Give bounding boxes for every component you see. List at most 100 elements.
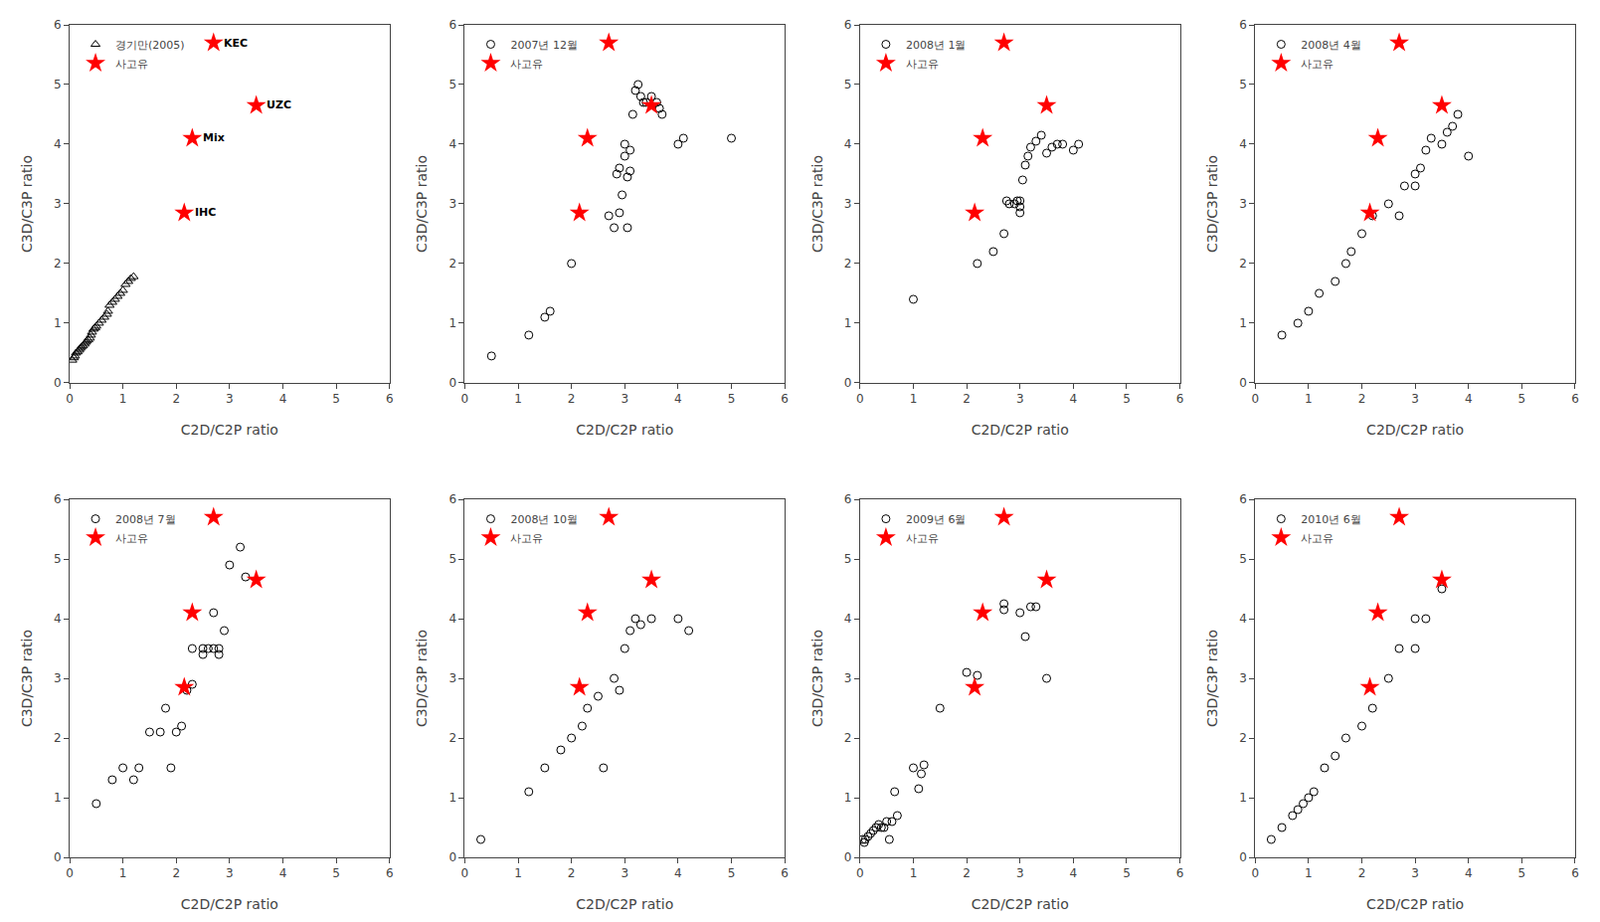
svg-text:C3D/C3P ratio: C3D/C3P ratio: [413, 155, 430, 253]
svg-text:1: 1: [909, 391, 918, 406]
svg-text:4: 4: [844, 137, 853, 152]
svg-text:사고유: 사고유: [115, 57, 149, 71]
svg-text:0: 0: [856, 391, 865, 406]
svg-text:1: 1: [1239, 316, 1247, 331]
svg-text:3: 3: [1016, 866, 1025, 881]
svg-text:0: 0: [448, 850, 457, 865]
svg-text:IHC: IHC: [194, 205, 216, 219]
svg-text:5: 5: [448, 77, 457, 92]
svg-text:C2D/C2P ratio: C2D/C2P ratio: [180, 421, 279, 438]
svg-text:5: 5: [53, 551, 62, 566]
svg-text:사고유: 사고유: [1300, 57, 1334, 71]
svg-text:6: 6: [844, 492, 853, 507]
svg-text:5: 5: [727, 866, 736, 881]
svg-text:5: 5: [332, 391, 341, 406]
svg-text:2008년 1월: 2008년 1월: [905, 38, 967, 52]
svg-text:경기만(2005): 경기만(2005): [115, 38, 185, 52]
svg-text:사고유: 사고유: [510, 57, 543, 71]
svg-text:1: 1: [844, 790, 853, 805]
svg-text:1: 1: [1239, 790, 1247, 805]
svg-text:2: 2: [1358, 866, 1367, 881]
svg-text:0: 0: [65, 866, 74, 881]
svg-text:2: 2: [53, 256, 62, 271]
svg-text:6: 6: [1239, 17, 1247, 32]
svg-text:6: 6: [448, 17, 457, 32]
svg-text:2008년 4월: 2008년 4월: [1300, 38, 1362, 52]
svg-text:KEC: KEC: [223, 36, 248, 50]
svg-text:6: 6: [1176, 866, 1185, 881]
svg-text:0: 0: [844, 850, 853, 865]
svg-text:2010년 6월: 2010년 6월: [1300, 513, 1362, 527]
svg-text:6: 6: [385, 866, 394, 881]
svg-text:6: 6: [1571, 391, 1580, 406]
svg-text:1: 1: [844, 316, 853, 331]
svg-text:4: 4: [674, 391, 683, 406]
svg-text:5: 5: [53, 77, 62, 92]
svg-text:4: 4: [53, 137, 62, 152]
svg-text:4: 4: [1239, 611, 1247, 626]
svg-text:1: 1: [53, 790, 62, 805]
svg-text:C2D/C2P ratio: C2D/C2P ratio: [575, 421, 674, 438]
svg-text:1: 1: [448, 316, 457, 331]
svg-text:2: 2: [448, 256, 457, 271]
svg-text:4: 4: [1239, 137, 1247, 152]
svg-text:4: 4: [1464, 866, 1473, 881]
svg-text:3: 3: [1411, 866, 1420, 881]
svg-text:C2D/C2P ratio: C2D/C2P ratio: [180, 895, 279, 912]
svg-text:5: 5: [1239, 551, 1247, 566]
svg-text:3: 3: [448, 196, 457, 211]
svg-text:1: 1: [1304, 866, 1313, 881]
svg-text:6: 6: [844, 17, 853, 32]
svg-text:사고유: 사고유: [115, 532, 149, 545]
svg-text:3: 3: [620, 866, 629, 881]
svg-text:C3D/C3P ratio: C3D/C3P ratio: [809, 155, 826, 253]
svg-text:4: 4: [53, 611, 62, 626]
svg-text:3: 3: [1239, 671, 1247, 686]
svg-text:1: 1: [514, 866, 523, 881]
svg-text:5: 5: [1122, 391, 1131, 406]
svg-text:C3D/C3P ratio: C3D/C3P ratio: [1204, 629, 1221, 727]
svg-text:2: 2: [172, 866, 180, 881]
svg-text:1: 1: [448, 790, 457, 805]
svg-text:2: 2: [1358, 391, 1367, 406]
svg-text:5: 5: [448, 551, 457, 566]
svg-text:5: 5: [844, 77, 853, 92]
svg-text:C2D/C2P ratio: C2D/C2P ratio: [971, 895, 1069, 912]
svg-text:4: 4: [448, 611, 457, 626]
svg-text:1: 1: [514, 391, 523, 406]
svg-text:3: 3: [1016, 391, 1025, 406]
svg-text:5: 5: [727, 391, 736, 406]
svg-text:0: 0: [448, 375, 457, 390]
svg-text:2008년 10월: 2008년 10월: [510, 513, 578, 527]
svg-text:2: 2: [844, 256, 853, 271]
svg-text:3: 3: [844, 671, 853, 686]
svg-text:0: 0: [65, 391, 74, 406]
svg-text:5: 5: [1122, 866, 1131, 881]
svg-text:3: 3: [1411, 391, 1420, 406]
svg-text:C3D/C3P ratio: C3D/C3P ratio: [18, 155, 35, 253]
svg-text:3: 3: [53, 671, 62, 686]
svg-text:사고유: 사고유: [510, 532, 543, 545]
svg-text:0: 0: [1250, 866, 1259, 881]
svg-text:2: 2: [1239, 730, 1247, 745]
svg-text:5: 5: [332, 866, 341, 881]
svg-text:4: 4: [1069, 391, 1078, 406]
svg-text:4: 4: [844, 611, 853, 626]
svg-text:2: 2: [962, 391, 971, 406]
svg-text:0: 0: [1239, 850, 1247, 865]
svg-text:2: 2: [567, 391, 576, 406]
svg-text:C3D/C3P ratio: C3D/C3P ratio: [809, 629, 826, 727]
svg-text:2007년 12월: 2007년 12월: [510, 38, 578, 52]
svg-text:1: 1: [119, 866, 128, 881]
svg-text:1: 1: [119, 391, 128, 406]
svg-text:C2D/C2P ratio: C2D/C2P ratio: [1366, 421, 1464, 438]
svg-text:4: 4: [1464, 391, 1473, 406]
svg-text:Mix: Mix: [202, 131, 225, 145]
svg-text:6: 6: [1176, 391, 1185, 406]
svg-text:3: 3: [620, 391, 629, 406]
svg-text:6: 6: [780, 391, 789, 406]
svg-text:2: 2: [567, 866, 576, 881]
svg-text:0: 0: [53, 850, 62, 865]
svg-text:0: 0: [1239, 375, 1247, 390]
svg-text:4: 4: [674, 866, 683, 881]
